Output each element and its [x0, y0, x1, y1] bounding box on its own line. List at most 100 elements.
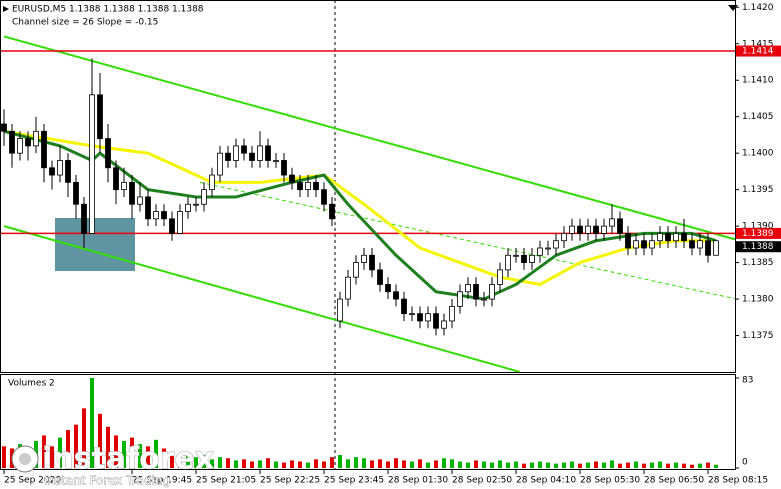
volume-bar — [234, 460, 238, 468]
volume-bar — [466, 462, 470, 468]
volume-bar — [258, 460, 262, 468]
price-frame — [0, 0, 736, 373]
y-tick-label: 1.1405 — [742, 112, 774, 122]
candle-body — [233, 145, 239, 161]
volume-bar — [402, 460, 406, 468]
candle-body — [401, 298, 407, 315]
candle-body — [201, 189, 207, 205]
volume-bar — [242, 459, 246, 468]
volume-bar — [130, 437, 134, 468]
candle-body — [625, 233, 631, 249]
x-tick-label: 25 Sep 22:25 — [260, 476, 320, 486]
chart-title: EURUSD,M5 1.1388 1.1388 1.1388 1.1388 — [12, 5, 204, 15]
volume-bar — [2, 446, 6, 468]
candle-body — [545, 247, 551, 250]
candle-body — [97, 94, 103, 139]
volume-bar — [42, 435, 46, 468]
volume-bar — [58, 437, 62, 468]
candle-body — [169, 218, 175, 234]
candle-body — [153, 211, 159, 220]
volume-bar — [338, 454, 342, 468]
volume-bar — [146, 446, 150, 468]
candle-body — [521, 254, 527, 263]
volume-bar — [266, 458, 270, 468]
y-tick-label: 1.1395 — [742, 185, 774, 195]
candle-body — [81, 203, 87, 234]
candle-body — [569, 225, 575, 234]
level-label-box — [736, 227, 781, 239]
volume-bar — [298, 461, 302, 468]
candle-body — [241, 145, 247, 154]
last-price-box — [736, 241, 781, 253]
volume-bar — [114, 435, 118, 468]
candle-body — [633, 240, 639, 249]
y-tick-label: 1.1385 — [742, 258, 774, 268]
candle-body — [73, 181, 79, 205]
volume-frame — [0, 374, 736, 470]
volume-bar — [290, 460, 294, 468]
candle-body — [561, 233, 567, 242]
volume-bar — [618, 463, 622, 468]
symbol-icon — [3, 6, 9, 12]
volume-bar — [330, 457, 334, 468]
candle-body — [161, 211, 167, 220]
watermark: instaforex Instant Forex Trading — [11, 441, 215, 488]
volume-bar — [306, 462, 310, 468]
volume-tick-label: 0 — [742, 458, 748, 468]
volume-bar — [354, 457, 358, 468]
y-tick-label: 1.1380 — [742, 295, 774, 305]
volume-bar — [658, 461, 662, 468]
candle-body — [417, 313, 423, 322]
candle-body — [297, 181, 303, 191]
volume-bar — [506, 462, 510, 468]
volume-bar — [482, 461, 486, 468]
candle-body — [321, 189, 327, 205]
candle-body — [617, 218, 623, 234]
scroll-marker — [728, 5, 738, 11]
volume-bar — [74, 424, 78, 468]
volume-bar — [474, 460, 478, 468]
moving-average — [3, 129, 716, 286]
candle-body — [113, 167, 119, 191]
candle-body — [489, 284, 495, 300]
axes — [0, 0, 739, 474]
y-tick-label: 1.1400 — [742, 149, 774, 159]
candle-body — [433, 313, 439, 329]
volume-bar — [538, 461, 542, 468]
volume-bar — [522, 463, 526, 468]
candle-body — [281, 160, 287, 176]
volume-bar — [546, 462, 550, 468]
candle-body — [57, 160, 63, 176]
volume-bar — [570, 461, 574, 468]
volume-bar — [138, 444, 142, 468]
volume-bar — [634, 461, 638, 468]
watermark-logo-core — [19, 453, 31, 465]
last-price-label: 1.1388 — [742, 242, 774, 252]
y-tick-label: 1.1375 — [742, 331, 774, 341]
candle-body — [49, 167, 55, 176]
y-tick-label: 1.1415 — [742, 39, 774, 49]
candle-body — [425, 313, 431, 322]
candle-body — [713, 240, 719, 256]
candle-body — [689, 240, 695, 249]
volume-bar — [594, 461, 598, 468]
candle-body — [65, 160, 71, 183]
channel-line — [3, 225, 521, 372]
candle-body — [137, 196, 143, 205]
candle-body — [473, 284, 479, 300]
volume-bar — [210, 459, 214, 468]
candle-body — [513, 254, 519, 257]
volume-bar — [194, 457, 198, 468]
volume-bar — [106, 426, 110, 468]
volume-bar — [586, 462, 590, 468]
candle-body — [369, 254, 375, 271]
volume-bar — [250, 461, 254, 468]
volume-bar — [426, 462, 430, 468]
candle-body — [193, 203, 199, 206]
channel-line — [199, 181, 735, 300]
volume-bar — [370, 460, 374, 468]
candle-body — [337, 298, 343, 322]
volume-bar — [410, 461, 414, 468]
candle-body — [441, 320, 447, 329]
candle-body — [385, 284, 391, 293]
